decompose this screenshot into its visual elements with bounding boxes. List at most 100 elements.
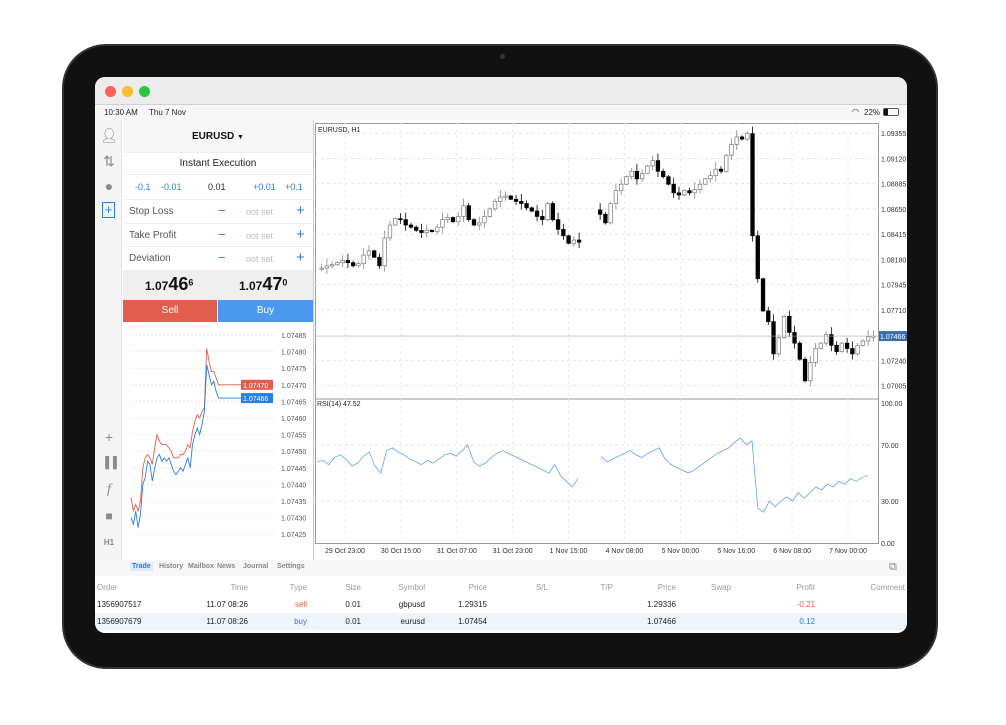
candle (550, 201, 555, 222)
table-cell: eurusd (400, 617, 425, 626)
candle (865, 330, 871, 347)
candle (534, 205, 540, 222)
candle (403, 212, 408, 231)
table-cell: buy (294, 617, 307, 626)
function-icon[interactable]: f (107, 482, 111, 497)
candle (718, 166, 724, 174)
rsi-line (316, 444, 579, 488)
column-header: Price (657, 583, 676, 592)
candles-icon[interactable]: ▐▐ (101, 457, 117, 469)
candle (471, 218, 477, 227)
candle (340, 254, 345, 268)
y-tick-label: 1.07485 (281, 333, 306, 340)
candle (766, 306, 771, 325)
trade-arrows-icon[interactable]: ⇅ (103, 153, 115, 169)
maximize-button[interactable] (139, 86, 150, 97)
candle (687, 187, 692, 196)
chat-icon[interactable]: ● (104, 178, 114, 194)
field-value[interactable]: not set (246, 230, 274, 241)
table-cell: sell (294, 600, 307, 609)
candle (760, 277, 766, 312)
tab-trade[interactable]: Trade (130, 562, 153, 571)
candle (513, 194, 519, 205)
minus-button[interactable]: − (218, 203, 226, 218)
volume-minus-01[interactable]: -0.1 (135, 182, 151, 192)
minimize-button[interactable] (122, 86, 133, 97)
candle (613, 183, 619, 209)
tab-journal[interactable]: Journal (243, 563, 269, 570)
candle (508, 195, 513, 201)
candle (603, 212, 608, 225)
status-time: 10:30 AM (104, 108, 138, 117)
order-panel: EURUSD ▼ Instant Execution -0.1 -0.01 0.… (123, 120, 313, 560)
y-tick-label: 1.09355 (881, 131, 906, 138)
volume-minus-001[interactable]: -0.01 (161, 182, 182, 192)
table-cell: gbpusd (398, 600, 425, 609)
x-tick-label: 30 Oct 15:00 (381, 548, 421, 555)
x-tick-label: 5 Nov 00:00 (661, 548, 699, 555)
field-value[interactable]: not set (246, 207, 274, 217)
plus-button[interactable]: + (296, 249, 305, 266)
candle (734, 130, 739, 150)
volume-plus-01[interactable]: +0.1 (285, 182, 303, 192)
candle (377, 253, 382, 269)
candle (461, 198, 466, 223)
minus-button[interactable]: − (218, 226, 226, 242)
table-cell: 11.07 08:26 (206, 617, 248, 626)
tab-news[interactable]: News (217, 563, 236, 570)
timeframe-button[interactable]: H1 (103, 538, 115, 547)
candle (645, 164, 650, 175)
bottom-tabs: Trade History Mailbox News Journal Settings ⧉ (95, 560, 907, 576)
volume-value[interactable]: 0.01 (208, 182, 226, 192)
plus-button[interactable]: + (296, 225, 305, 243)
y-tick-label: 1.07005 (881, 384, 906, 391)
table-cell: 0.01 (345, 617, 361, 626)
candle (529, 206, 534, 213)
candle (797, 341, 802, 361)
field-stop-loss: Stop Loss − not set + (123, 200, 313, 224)
symbol-selector[interactable]: EURUSD ▼ (123, 120, 313, 153)
field-label: Take Profit (129, 229, 177, 241)
table-header: Order Time Type Size Symbol Price S/L T/P Price S… (95, 579, 907, 596)
candle (739, 135, 745, 141)
sell-button[interactable]: Sell (123, 300, 217, 322)
x-tick-label: 31 Oct 07:00 (437, 548, 477, 555)
x-tick-label: 4 Nov 08:00 (606, 548, 644, 555)
volume-stepper: -0.1 -0.01 0.01 +0.01 +0.1 (123, 175, 313, 200)
price-chart[interactable]: 1.09355 1.09120 1.08885 1.08650 1.08415 1.081… (315, 123, 907, 560)
tab-mailbox[interactable]: Mailbox (188, 563, 215, 570)
execution-mode[interactable]: Instant Execution (123, 153, 313, 175)
rsi-line (600, 437, 869, 513)
minus-button[interactable]: − (218, 250, 226, 265)
y-tick-label: 1.07450 (281, 449, 306, 456)
buy-button[interactable]: Buy (218, 300, 313, 322)
close-button[interactable] (105, 86, 116, 97)
crosshair-icon[interactable]: + (104, 429, 114, 445)
candle (829, 327, 834, 352)
column-header: Price (468, 583, 487, 592)
column-header: Comment (870, 583, 905, 592)
divider (313, 120, 314, 560)
candle (787, 310, 792, 338)
table-row[interactable]: 1356907679 11.07 08:26 buy 0.01 eurusd 1.0745… (95, 613, 907, 630)
plus-button[interactable]: + (296, 202, 305, 219)
candle (335, 261, 340, 266)
x-tick-label: 6 Nov 08:00 (773, 548, 811, 555)
tab-settings[interactable]: Settings (277, 563, 305, 570)
candle (356, 261, 361, 268)
candle (655, 153, 661, 178)
field-value[interactable]: not set (246, 254, 274, 264)
new-order-icon[interactable]: + (102, 202, 115, 218)
account-icon[interactable]: 👤︎ (100, 127, 118, 143)
column-header: T/P (600, 583, 613, 592)
bid-line (130, 364, 231, 528)
table-row[interactable]: 1356907517 11.07 08:26 sell 0.01 gbpusd 1.293… (95, 596, 907, 613)
tab-history[interactable]: History (159, 563, 184, 570)
objects-icon[interactable]: ■ (105, 509, 113, 523)
y-tick-label: 1.07425 (281, 532, 306, 539)
layout-icon[interactable]: ⧉ (889, 561, 897, 573)
candle (618, 178, 624, 196)
ask-price: 1.07470 (239, 274, 288, 294)
volume-plus-001[interactable]: +0.01 (253, 182, 276, 192)
candle (676, 186, 682, 200)
